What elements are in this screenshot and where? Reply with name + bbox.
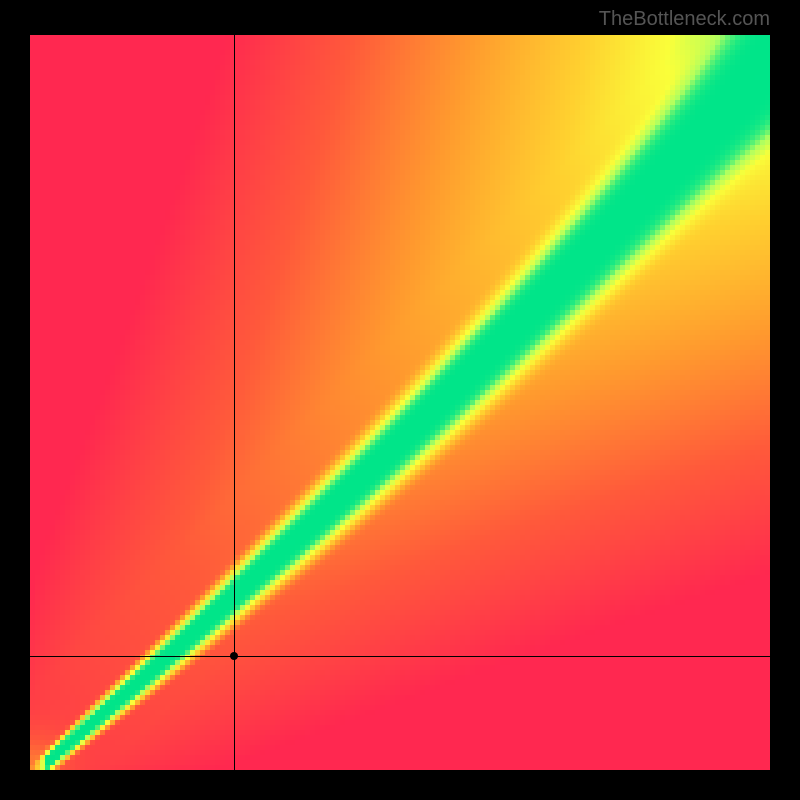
marker-dot xyxy=(230,652,238,660)
plot-area xyxy=(30,35,770,770)
crosshair-horizontal xyxy=(30,656,770,657)
watermark-text: TheBottleneck.com xyxy=(599,8,770,31)
heatmap-canvas xyxy=(30,35,770,770)
